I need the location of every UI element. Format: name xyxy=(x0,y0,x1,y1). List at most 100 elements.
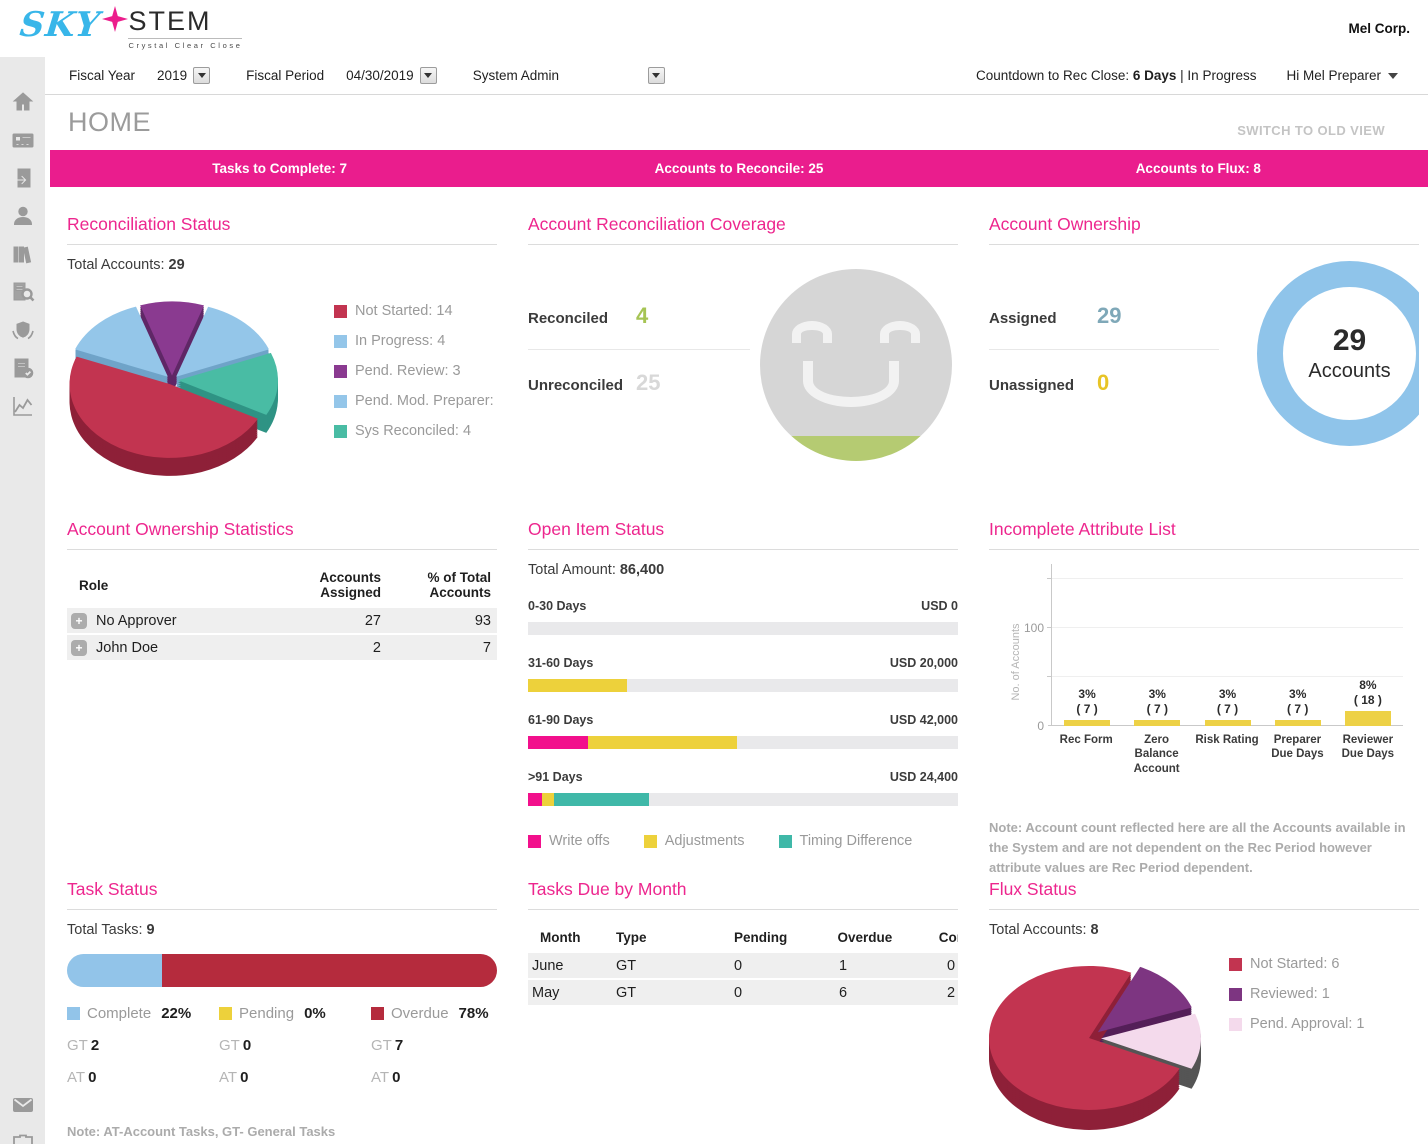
column-header: Pending xyxy=(734,930,788,945)
accounts-to-reconcile-banner[interactable]: Accounts to Reconcile: 25 xyxy=(654,161,824,176)
aging-bar xyxy=(528,622,958,635)
panel-title: Incomplete Attribute List xyxy=(989,519,1176,539)
total-amount: Total Amount: 86,400 xyxy=(528,562,665,578)
expand-row-button[interactable]: + xyxy=(71,639,87,656)
analytics-icon[interactable] xyxy=(10,393,36,419)
skystem-logo: SKY STEM Crystal Clear Close xyxy=(17,4,243,50)
flux-pie-chart xyxy=(989,965,1201,1130)
table-row: June GT 0 1 0 xyxy=(528,953,958,978)
panel-title: Account Ownership xyxy=(989,214,1141,234)
unassigned-row: Unassigned 0 xyxy=(989,370,1110,395)
legend-swatch xyxy=(67,1007,80,1020)
aging-bucket-61-90: 61-90 Days USD 42,000 xyxy=(528,713,958,749)
summary-banner: Tasks to Complete: 7 Accounts to Reconci… xyxy=(50,150,1428,187)
countdown-status: | In Progress xyxy=(1180,68,1257,83)
column-header: Overdue xyxy=(837,930,893,945)
tasks-due-table: Month Type Pending Overdue Complete June… xyxy=(528,926,958,1005)
coverage-smiley-gauge xyxy=(760,269,952,461)
import-icon[interactable] xyxy=(10,165,36,191)
incomplete-attributes-bar-chart: No. of Accounts 100 0 3%( 7 ) xyxy=(989,564,1419,794)
user-menu[interactable]: Hi Mel Preparer xyxy=(1286,68,1398,83)
reconciled-value: 4 xyxy=(636,303,649,328)
smiley-eye xyxy=(792,321,832,343)
x-label: Risk Rating xyxy=(1195,734,1259,746)
switch-to-old-view-link[interactable]: SWITCH TO OLD VIEW xyxy=(1237,123,1385,138)
column-header: Type xyxy=(616,930,647,945)
legend-swatch xyxy=(1229,987,1242,1001)
task-status-note: Note: AT-Account Tasks, GT- General Task… xyxy=(67,1124,336,1139)
role-dropdown[interactable] xyxy=(647,67,665,84)
reconciliation-legend: Not Started: 14 In Progress: 4 Pend. Rev… xyxy=(334,303,497,485)
task-check-icon[interactable] xyxy=(10,355,36,381)
home-icon[interactable] xyxy=(10,89,36,115)
ownership-donut-chart: 29 Accounts xyxy=(1257,261,1419,446)
mail-icon[interactable] xyxy=(10,1092,36,1118)
legend-swatch xyxy=(334,334,347,348)
task-status-bar xyxy=(67,954,497,987)
sidebar-nav xyxy=(0,57,45,1144)
column-header: Complete xyxy=(938,930,958,945)
fiscal-period-value: 04/30/2019 xyxy=(346,68,414,83)
donut-caption: Accounts xyxy=(1308,360,1391,382)
tasks-due-by-month-panel: Tasks Due by Month Month Type Pending Ov… xyxy=(528,879,958,1143)
panel-title: Tasks Due by Month xyxy=(528,879,687,899)
donut-count: 29 xyxy=(1332,324,1367,357)
briefcase-icon[interactable] xyxy=(10,1130,36,1144)
incomplete-attribute-list-panel: Incomplete Attribute List No. of Account… xyxy=(989,519,1419,879)
legend-swatch xyxy=(334,394,347,408)
tasks-to-complete-banner[interactable]: Tasks to Complete: 7 xyxy=(212,161,348,176)
x-label: Rec Form xyxy=(1059,734,1113,746)
x-label: Reviewer Due Days xyxy=(1341,734,1395,761)
panel-title: Open Item Status xyxy=(528,519,665,539)
total-tasks: Total Tasks: 9 xyxy=(67,922,155,938)
unassigned-value: 0 xyxy=(1097,370,1110,395)
rec-close-countdown: Countdown to Rec Close: 6 Days | In Prog… xyxy=(976,68,1257,83)
incomplete-attrs-note: Note: Account count reflected here are a… xyxy=(989,820,1406,876)
legend-swatch xyxy=(219,1007,232,1020)
library-icon[interactable] xyxy=(10,241,36,267)
legend-swatch xyxy=(1229,1017,1242,1031)
legend-swatch xyxy=(1229,957,1242,971)
aging-bar xyxy=(528,793,958,806)
bar-reviewer-due: 8%( 18 ) xyxy=(1333,678,1403,726)
task-status-panel: Task Status Total Tasks: 9 Complete 22% Pe… xyxy=(67,879,497,1143)
y-tick-0: 0 xyxy=(1037,719,1044,733)
column-header: Accounts Assigned xyxy=(319,570,381,600)
bar-rec-form: 3%( 7 ) xyxy=(1052,678,1122,726)
logo-stem-text: STEM xyxy=(128,5,212,36)
bar-zero-balance: 3%( 7 ) xyxy=(1122,678,1192,726)
column-header: Month xyxy=(540,930,581,945)
account-ownership-panel: Account Ownership Assigned 29 Unassigned… xyxy=(989,214,1419,519)
legend-swatch xyxy=(371,1007,384,1020)
x-label: Preparer Due Days xyxy=(1271,734,1324,761)
aging-bar xyxy=(528,736,958,749)
review-search-icon[interactable] xyxy=(10,279,36,305)
panel-title: Flux Status xyxy=(989,879,1077,899)
panel-title: Account Reconciliation Coverage xyxy=(528,214,786,234)
users-icon[interactable] xyxy=(10,203,36,229)
expand-row-button[interactable]: + xyxy=(71,612,87,629)
account-ownership-statistics-panel: Account Ownership Statistics Role Accoun… xyxy=(67,519,497,879)
x-label: Zero Balance Account xyxy=(1133,734,1180,775)
fiscal-period-dropdown[interactable] xyxy=(419,67,437,84)
top-header: SKY STEM Crystal Clear Close Mel Corp. xyxy=(0,0,1428,57)
reconciliation-pie-chart xyxy=(69,301,278,476)
panel-title: Account Ownership Statistics xyxy=(67,519,294,539)
smiley-eye xyxy=(880,321,920,343)
accounts-to-flux-banner[interactable]: Accounts to Flux: 8 xyxy=(1135,161,1261,176)
legend-swatch xyxy=(334,364,347,378)
legend-swatch xyxy=(528,834,541,848)
star-icon xyxy=(102,4,129,39)
panel-title: Task Status xyxy=(67,879,158,899)
logo-sky-text: SKY xyxy=(17,4,103,45)
company-name: Mel Corp. xyxy=(1348,21,1410,36)
binder-icon[interactable] xyxy=(10,127,36,153)
certification-icon[interactable] xyxy=(10,317,36,343)
fiscal-year-value: 2019 xyxy=(157,68,188,83)
table-row: + No Approver 27 93 xyxy=(67,608,497,633)
table-row: May GT 0 6 2 xyxy=(528,980,958,1005)
aging-bucket-0-30: 0-30 Days USD 0 xyxy=(528,599,958,635)
fiscal-year-label: Fiscal Year xyxy=(69,68,136,83)
chevron-down-icon xyxy=(1388,72,1398,79)
fiscal-year-dropdown[interactable] xyxy=(193,67,211,84)
